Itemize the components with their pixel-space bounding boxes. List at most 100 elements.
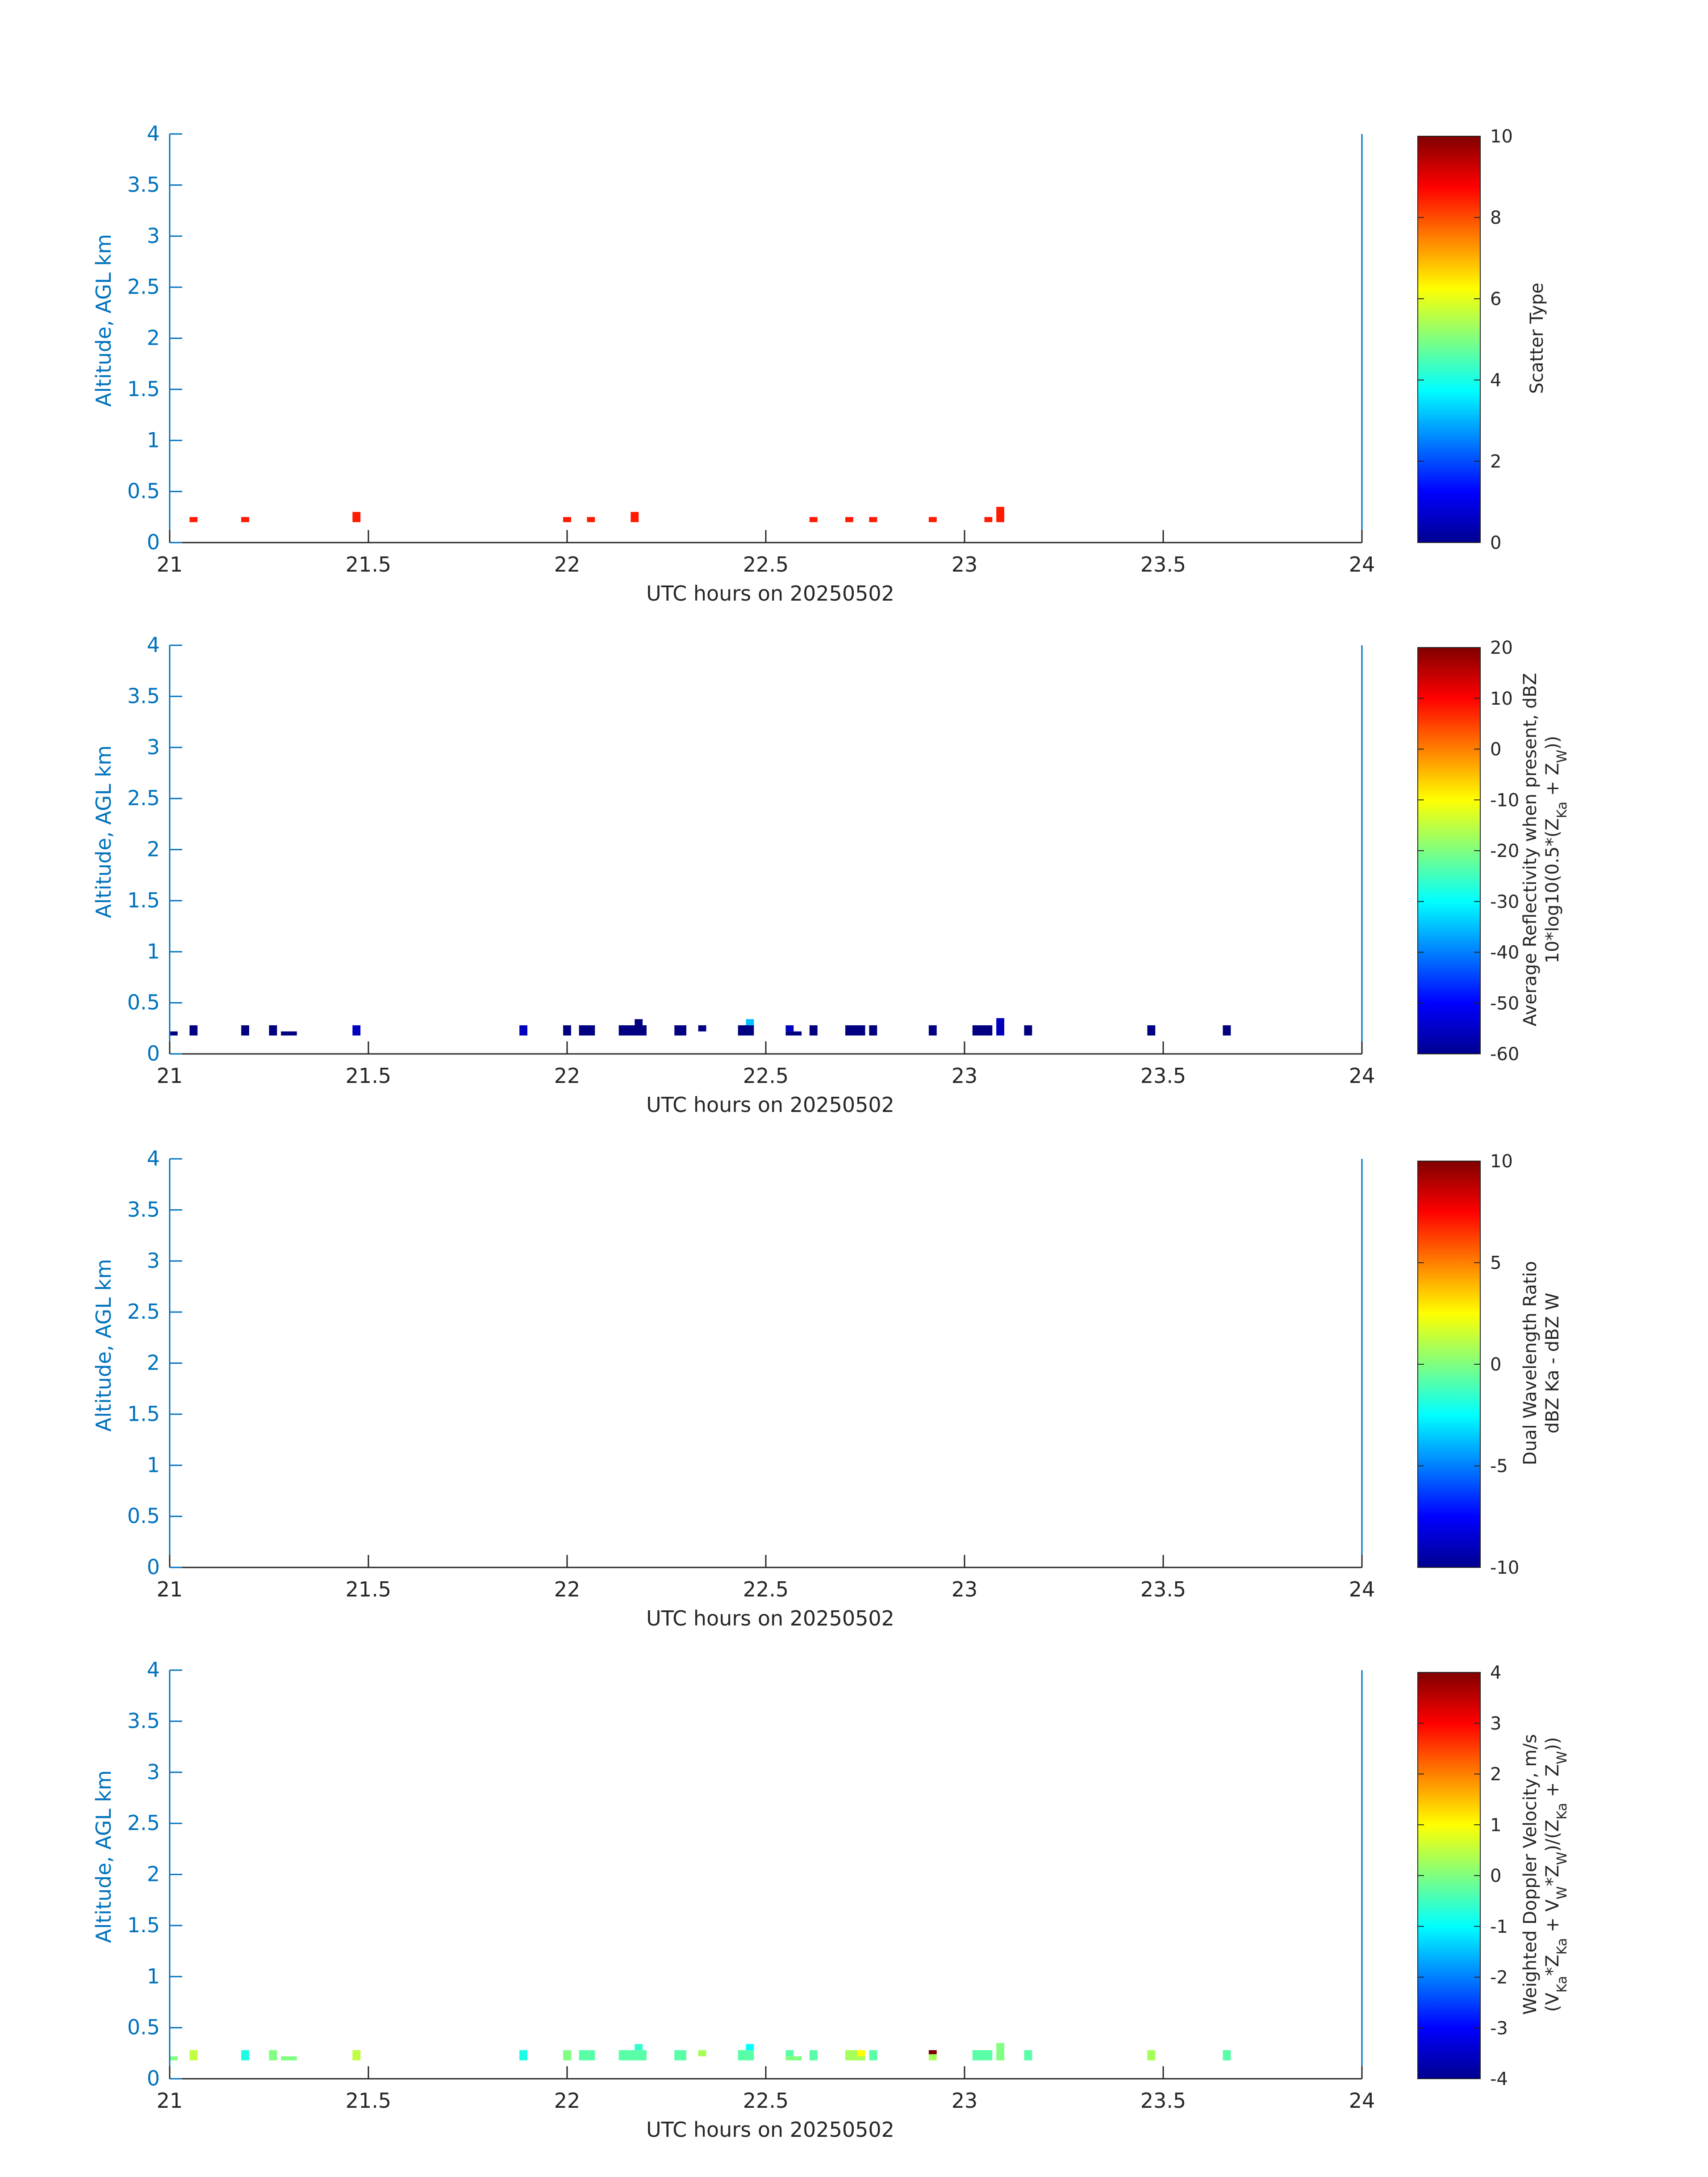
y-tick-label: 2	[147, 837, 160, 861]
data-cell	[579, 2050, 595, 2060]
data-cell	[519, 1025, 527, 1036]
data-cell	[635, 2044, 643, 2050]
data-cell	[674, 2050, 686, 2060]
colorbar-tick-label: 0	[1490, 1354, 1501, 1375]
data-cell	[1223, 2050, 1231, 2060]
x-axis-label: UTC hours on 20250502	[646, 1093, 894, 1117]
colorbar-tick-label: -50	[1490, 993, 1519, 1014]
y-tick-label: 0.5	[127, 2015, 160, 2039]
x-tick-label: 21	[157, 2089, 183, 2113]
y-tick-label: 2	[147, 1862, 160, 1886]
colorbar-tick-label: -3	[1490, 2018, 1508, 2039]
x-tick-label: 23.5	[1140, 552, 1186, 577]
colorbar-label-line: 10*log10(0.5*(ZKa + ZW))	[1542, 736, 1570, 964]
colorbar-tick-label: 4	[1490, 1663, 1501, 1683]
data-cell	[785, 1025, 794, 1032]
y-tick-label: 3	[147, 1249, 160, 1273]
y-tick-label: 1.5	[127, 1913, 160, 1937]
data-cell	[189, 517, 198, 522]
x-tick-label: 22.5	[743, 2089, 789, 2113]
data-cell	[281, 1031, 297, 1036]
data-cell	[928, 2054, 937, 2060]
data-cell	[972, 2050, 993, 2060]
colorbar-tick-label: 4	[1490, 370, 1501, 391]
colorbar-tick-label: 2	[1490, 451, 1501, 472]
x-axis-label: UTC hours on 20250502	[646, 1606, 894, 1630]
y-tick-label: 1	[147, 939, 160, 963]
y-tick-label: 2.5	[127, 275, 160, 299]
data-cell	[809, 1025, 818, 1036]
y-tick-label: 0	[147, 530, 160, 554]
colorbar-label-line: (VKa*ZKa + VW*ZW)/(ZKa + ZW))	[1542, 1737, 1570, 2012]
colorbar-label: Dual Wavelength Ratio dBZ Ka - dBZ W	[1520, 1261, 1563, 1465]
data-cell	[170, 1031, 178, 1036]
colorbar-tick-label: 0	[1490, 533, 1501, 553]
data-cell	[996, 2043, 1004, 2060]
y-tick-label: 2.5	[127, 786, 160, 810]
y-tick-label: 1.5	[127, 1402, 160, 1426]
data-cell	[809, 517, 818, 522]
colorbar-tick-label: -60	[1490, 1044, 1519, 1065]
x-axis-label: UTC hours on 20250502	[646, 2118, 894, 2142]
y-tick-label: 2	[147, 326, 160, 350]
y-tick-label: 1	[147, 428, 160, 452]
y-tick-label: 2.5	[127, 1300, 160, 1324]
data-cell	[869, 2050, 877, 2060]
data-cell	[519, 2050, 527, 2060]
x-tick-label: 23	[952, 1064, 978, 1088]
data-cell	[1024, 2050, 1032, 2060]
x-tick-label: 24	[1349, 1577, 1375, 1601]
colorbar	[1417, 1161, 1481, 1568]
colorbar-tick-label: -4	[1490, 2069, 1508, 2089]
data-cell	[241, 2050, 249, 2060]
data-cell	[579, 1025, 595, 1036]
y-tick-label: 4	[147, 1658, 160, 1682]
x-axis-label: UTC hours on 20250502	[646, 581, 894, 606]
y-axis-label: Altitude, AGL km	[92, 1259, 116, 1432]
x-tick-label: 22	[554, 552, 580, 577]
y-tick-label: 4	[147, 121, 160, 146]
data-cell	[189, 1025, 198, 1036]
data-cell	[746, 1019, 754, 1025]
colorbar-tick-label: 0	[1490, 740, 1501, 760]
y-tick-label: 0.5	[127, 1504, 160, 1528]
data-cell	[1024, 1025, 1032, 1036]
colorbar-tick-label: 20	[1490, 638, 1513, 658]
y-tick-label: 1	[147, 1453, 160, 1477]
x-tick-label: 24	[1349, 2089, 1375, 2113]
x-tick-label: 22.5	[743, 1577, 789, 1601]
x-tick-label: 21	[157, 552, 183, 577]
data-cell	[1147, 2050, 1156, 2060]
data-cell	[785, 1031, 802, 1036]
x-tick-label: 23	[952, 2089, 978, 2113]
x-tick-label: 21.5	[346, 1064, 391, 1088]
x-tick-label: 24	[1349, 552, 1375, 577]
data-cell	[1147, 1025, 1156, 1036]
y-tick-label: 1.5	[127, 377, 160, 401]
colorbar-label: Average Reflectivity when present, dBZ 10…	[1520, 673, 1570, 1026]
colorbar-tick-label: 0	[1490, 1866, 1501, 1886]
colorbar-label-line: Dual Wavelength Ratio	[1520, 1261, 1541, 1465]
x-tick-label: 21.5	[346, 552, 391, 577]
colorbar	[1417, 136, 1481, 543]
x-tick-label: 22	[554, 2089, 580, 2113]
colorbar-tick-label: -20	[1490, 841, 1519, 861]
colorbar	[1417, 1672, 1481, 2079]
data-cell	[618, 2050, 647, 2060]
y-tick-label: 3	[147, 1760, 160, 1784]
data-cell	[785, 2056, 802, 2060]
data-cell	[869, 517, 877, 522]
x-tick-label: 23.5	[1140, 1577, 1186, 1601]
data-cell	[241, 1025, 249, 1036]
data-cell	[996, 506, 1004, 522]
colorbar-label-line: dBZ Ka - dBZ W	[1542, 1293, 1563, 1433]
data-cell	[241, 517, 249, 522]
colorbar-tick-label: -5	[1490, 1456, 1508, 1477]
x-tick-label: 22	[554, 1577, 580, 1601]
data-cell	[269, 1025, 277, 1036]
x-tick-label: 22.5	[743, 1064, 789, 1088]
